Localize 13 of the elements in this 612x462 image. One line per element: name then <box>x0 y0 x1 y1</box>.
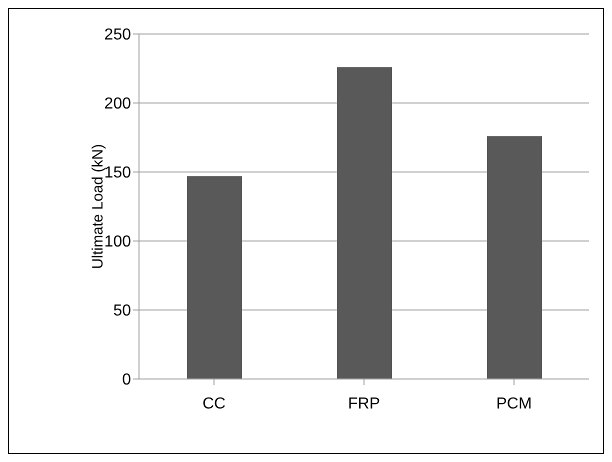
bar <box>487 136 542 379</box>
y-tick-label: 0 <box>122 372 132 389</box>
bar <box>187 176 242 379</box>
x-tick-label: FRP <box>348 395 380 412</box>
x-tick-label: CC <box>202 395 226 412</box>
y-tick-label: 200 <box>104 96 132 113</box>
y-tick-label: 250 <box>104 26 132 44</box>
x-tick-label: PCM <box>496 395 532 412</box>
y-axis-title: Ultimate Load (kN) <box>89 144 106 270</box>
y-tick-label: 150 <box>104 164 132 182</box>
y-tick-label: 100 <box>104 234 132 251</box>
bar <box>337 67 392 379</box>
y-tick-label: 50 <box>113 302 132 320</box>
